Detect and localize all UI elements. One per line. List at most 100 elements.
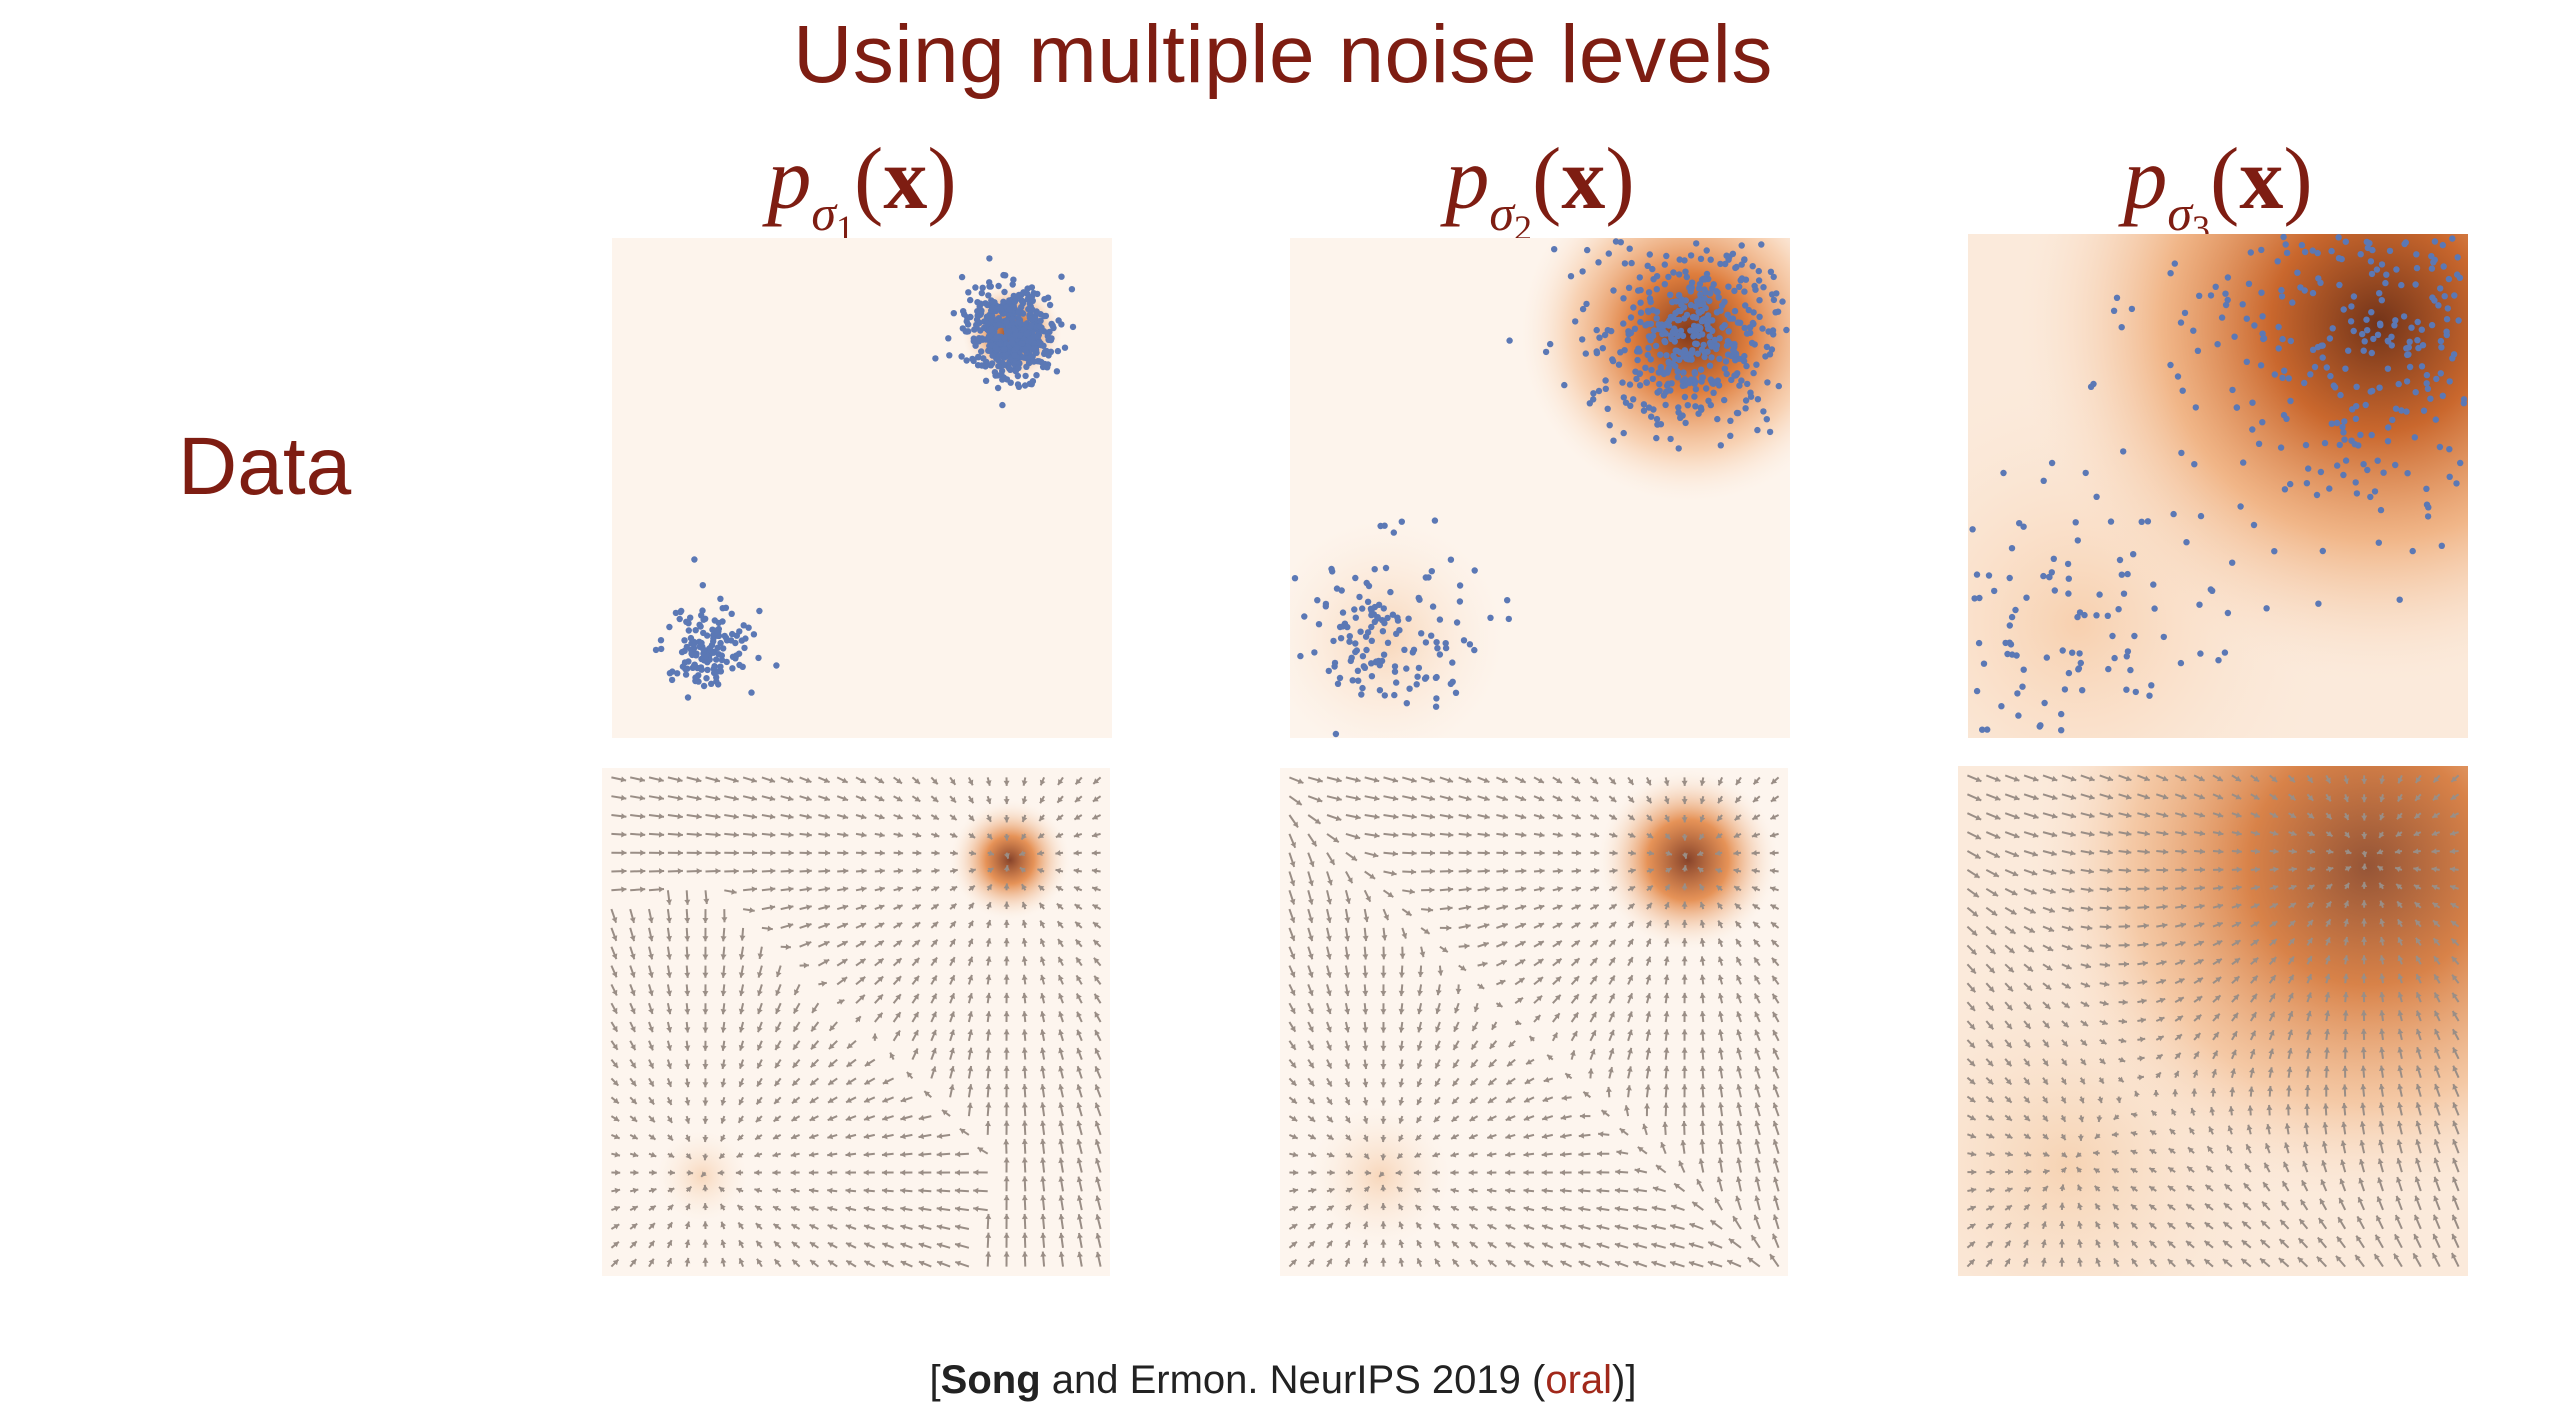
sample-point [2351,293,2357,299]
sample-point [2441,263,2447,269]
sample-point [1979,727,1985,733]
sample-point [2294,270,2300,276]
sample-point [2335,234,2341,240]
sample-point [1316,621,1322,627]
sample-point [2004,651,2010,657]
sample-point [2374,266,2380,272]
sample-point [967,314,973,320]
sample-point [1437,616,1443,622]
sample-point [2046,574,2052,580]
sample-point [1653,343,1659,349]
sample-point [1663,253,1669,259]
sample-point [1702,295,1708,301]
sample-point [1433,695,1439,701]
sample-point [755,655,761,661]
sample-point [1630,396,1636,402]
sample-point [1645,345,1651,351]
sample-point [2429,265,2435,271]
density-blob [950,800,1070,920]
sample-point [701,683,707,689]
sample-point [1406,686,1412,692]
sample-point [2196,602,2202,608]
sample-point [2109,633,2115,639]
sample-point [1028,322,1034,328]
sample-point [1381,523,1387,529]
sample-point [2353,416,2359,422]
sample-point [1692,370,1698,376]
sample-point [1448,557,1454,563]
sample-point [1991,588,1997,594]
sample-point [2457,460,2463,466]
sample-point [2076,665,2082,671]
sample-point [1395,617,1401,623]
sample-point [1667,436,1673,442]
sample-point [2244,316,2250,322]
title-sigma: σ [811,185,836,241]
sample-point [2229,387,2235,393]
sample-point [1663,389,1669,395]
sample-point [2088,384,2094,390]
sample-point [2198,513,2204,519]
sample-point [2427,396,2433,402]
sample-point [1674,368,1680,374]
sample-point [1457,598,1463,604]
sample-point [2397,597,2403,603]
sample-point [2339,424,2345,430]
sample-point [2343,239,2349,245]
sample-point [1379,658,1385,664]
sample-point [1010,277,1016,283]
sample-point [1330,638,1336,644]
sample-point [2079,687,2085,693]
sample-point [736,662,742,668]
sample-point [2051,556,2057,562]
sample-point [2219,314,2225,320]
sample-point [2280,234,2286,240]
sample-point [2175,373,2181,379]
sample-point [2440,242,2446,248]
sample-point [1732,308,1738,314]
sample-point [2363,317,2369,323]
sample-point [2272,371,2278,377]
sample-point [2393,266,2399,272]
sample-point [1714,416,1720,422]
sample-point [1434,645,1440,651]
sample-point [1006,365,1012,371]
sample-point [2111,308,2117,314]
sample-point [1662,261,1668,267]
sample-point [2446,446,2452,452]
sample-point [1363,647,1369,653]
sample-point [1638,310,1644,316]
sample-point [1668,380,1674,386]
sample-point [2119,324,2125,330]
sample-point [1423,674,1429,680]
sample-point [2234,404,2240,410]
sample-point [1665,274,1671,280]
sample-point [1058,274,1064,280]
sample-point [1607,422,1613,428]
sample-point [1658,421,1664,427]
sample-point [1976,640,1982,646]
sample-point [1628,260,1634,266]
density-samples-panel-2 [1290,238,1790,738]
sample-point [1069,286,1075,292]
density-samples-plot-2 [1290,238,1790,738]
sample-point [2302,249,2308,255]
density-samples-panel-3 [1968,234,2468,734]
sample-point [1632,326,1638,332]
sample-point [2341,418,2347,424]
sample-point [1725,284,1731,290]
sample-point [2326,485,2332,491]
sample-point [1733,264,1739,270]
sample-point [2389,417,2395,423]
sample-point [1015,365,1021,371]
sample-point [1381,605,1387,611]
sample-point [2383,272,2389,278]
sample-point [2222,649,2228,655]
sample-point [1369,673,1375,679]
sample-point [681,637,687,643]
sample-point [2009,545,2015,551]
sample-point [2419,327,2425,333]
sample-point [2231,334,2237,340]
sample-point [2364,239,2370,245]
sample-point [2271,548,2277,554]
